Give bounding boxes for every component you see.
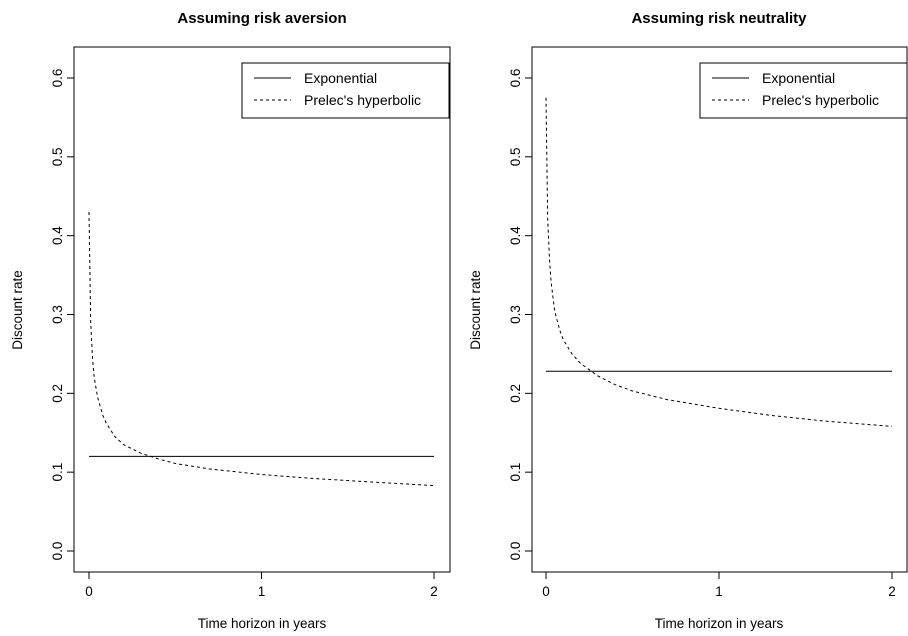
y-tick-label-right-5: 0.5 (508, 147, 523, 166)
x-axis-label-right: Time horizon in years (655, 616, 784, 631)
axis-ticks-right: 0.0 0.1 0.2 0.3 0.4 0.5 0.6 0 1 2 (508, 69, 896, 599)
y-tick-label-left-3: 0.3 (50, 305, 65, 324)
x-tick-label-left-1: 1 (258, 584, 266, 599)
x-tick-label-left-0: 0 (85, 584, 93, 599)
y-tick-label-left-4: 0.4 (50, 226, 65, 245)
y-axis-label-right: Discount rate (468, 270, 483, 350)
x-tick-label-left-2: 2 (430, 584, 438, 599)
x-tick-label-right-0: 0 (542, 584, 550, 599)
legend-box-left (241, 62, 450, 119)
x-axis-label-left: Time horizon in years (198, 616, 327, 631)
series-line-hyperbolic-left (88, 211, 435, 487)
legend-right: Exponential Prelec's hyperbolic (699, 62, 908, 119)
y-tick-label-left-5: 0.5 (50, 147, 65, 166)
chart-panel-right: Assuming risk neutrality Time horizon in… (468, 10, 908, 631)
legend-label-hyperbolic-left: Prelec's hyperbolic (304, 92, 421, 108)
series-group-left (88, 211, 435, 487)
y-tick-label-right-3: 0.3 (508, 305, 523, 324)
y-axis-label-left: Discount rate (10, 270, 25, 350)
y-tick-label-right-0: 0.0 (508, 542, 523, 561)
axis-ticks-left: 0.0 0.1 0.2 0.3 0.4 0.5 0.6 0 1 2 (50, 69, 438, 599)
plot-frame-right (531, 46, 908, 573)
y-tick-label-left-6: 0.6 (50, 69, 65, 88)
series-line-hyperbolic-right (545, 97, 893, 427)
legend-label-hyperbolic-right: Prelec's hyperbolic (762, 92, 879, 108)
y-tick-label-right-6: 0.6 (508, 69, 523, 88)
legend-box-right (699, 62, 908, 119)
y-tick-label-right-4: 0.4 (508, 226, 523, 245)
plot-frame-left (73, 46, 451, 573)
series-group-right (545, 97, 893, 427)
y-tick-label-left-2: 0.2 (50, 384, 65, 403)
x-tick-label-right-1: 1 (715, 584, 723, 599)
y-tick-label-right-2: 0.2 (508, 384, 523, 403)
y-tick-label-left-1: 0.1 (50, 463, 65, 482)
chart-title-right: Assuming risk neutrality (631, 10, 807, 27)
chart-panel-left: Assuming risk aversion Time horizon in y… (10, 10, 451, 631)
y-tick-label-left-0: 0.0 (50, 542, 65, 561)
legend-label-exponential-right: Exponential (762, 70, 835, 86)
x-tick-label-right-2: 2 (888, 584, 896, 599)
legend-left: Exponential Prelec's hyperbolic (241, 62, 450, 119)
chart-title-left: Assuming risk aversion (177, 10, 346, 27)
y-tick-label-right-1: 0.1 (508, 463, 523, 482)
legend-label-exponential-left: Exponential (304, 70, 377, 86)
